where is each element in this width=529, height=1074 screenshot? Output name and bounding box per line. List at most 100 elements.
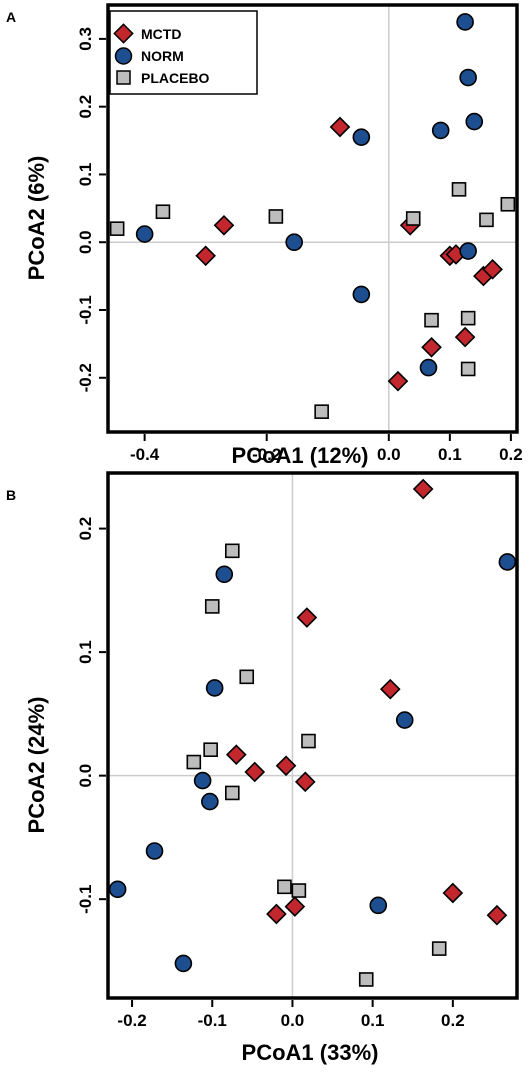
panel-b-point-norm bbox=[205, 679, 224, 697]
panel-a-point-norm bbox=[459, 242, 477, 260]
panel-b-point-mctd bbox=[294, 771, 316, 793]
panel-a-point-norm bbox=[135, 225, 154, 243]
legend-mctd-diamond-icon bbox=[113, 23, 134, 44]
panel-a-point-placebo bbox=[314, 404, 329, 419]
panel-b-point-placebo bbox=[225, 785, 240, 801]
panel-a-plot-frame bbox=[106, 3, 519, 434]
panel-b-plot-frame bbox=[106, 471, 519, 1000]
panel-b-point-placebo bbox=[291, 883, 307, 898]
panel-a-point-placebo bbox=[405, 211, 421, 226]
panel-b-point-placebo bbox=[203, 742, 218, 758]
panel-a-point-norm bbox=[352, 285, 371, 304]
panel-a-point-placebo bbox=[451, 182, 467, 197]
panel-b-letter: B bbox=[6, 487, 16, 503]
panel-a-point-mctd bbox=[329, 116, 351, 138]
legend-mctd-label: MCTD bbox=[141, 26, 181, 42]
panel-b-point-mctd bbox=[379, 678, 401, 700]
panel-a-point-norm bbox=[431, 121, 450, 140]
panel-b-point-placebo bbox=[301, 733, 316, 749]
panel-b-plot-area: -0.2 -0.1 0.0 0.1 0.2 -0.1 0.0 0.1 0.2 bbox=[76, 471, 519, 1030]
legend-placebo-label: PLACEBO bbox=[141, 70, 210, 86]
panel-a-y-tick-label: 0.0 bbox=[76, 230, 95, 254]
panel-a-y-tick-label: 0.3 bbox=[76, 27, 95, 51]
panel-a-point-mctd bbox=[195, 245, 216, 267]
panel-a: A -0.4 -0.2 0.0 0.1 0.2-0.2-0.10.00.10.20.3 … bbox=[6, 3, 523, 468]
panel-a-y-tick-label: -0.2 bbox=[76, 363, 95, 392]
panel-b-point-mctd bbox=[225, 744, 247, 765]
panel-b-point-norm bbox=[201, 792, 219, 811]
panel-a-point-mctd bbox=[213, 214, 235, 236]
panel-a-point-norm bbox=[459, 68, 477, 87]
panel-b-y-tick-label: 0.2 bbox=[76, 517, 95, 541]
legend-norm-circle-icon bbox=[114, 47, 133, 65]
panel-a-point-placebo bbox=[460, 310, 476, 326]
panel-a-x-tick-label: 0.1 bbox=[438, 445, 462, 464]
panel-b-point-mctd bbox=[284, 896, 306, 917]
panel-b-y-tick-label: 0.1 bbox=[76, 640, 95, 664]
panel-a-point-placebo bbox=[479, 212, 494, 228]
panel-b-point-mctd bbox=[442, 882, 464, 904]
panel-b: B -0.2 -0.1 0.0 0.1 0.2 -0.1 0.0 0.1 0.2 PCoA1 (… bbox=[6, 471, 519, 1065]
panel-b-point-mctd bbox=[244, 761, 266, 783]
panel-b-point-mctd bbox=[296, 607, 318, 628]
panel-a-point-placebo bbox=[500, 196, 516, 212]
panel-b-point-mctd bbox=[412, 478, 434, 500]
panel-b-x-tick-label: -0.1 bbox=[198, 1011, 227, 1030]
panel-b-x-axis-title: PCoA1 (33%) bbox=[242, 1040, 379, 1065]
panel-a-point-placebo bbox=[109, 221, 125, 236]
panel-b-point-norm bbox=[193, 771, 212, 790]
panel-b-point-placebo bbox=[186, 754, 202, 770]
panel-b-point-mctd bbox=[275, 755, 297, 777]
panel-b-point-placebo bbox=[239, 669, 255, 685]
panel-a-point-placebo bbox=[155, 204, 171, 220]
panel-b-point-placebo bbox=[431, 941, 447, 956]
legend: MCTD NORM PLACEBO bbox=[109, 10, 258, 95]
panel-b-point-norm bbox=[498, 553, 517, 571]
panel-a-point-norm bbox=[456, 13, 474, 31]
panel-a-point-mctd bbox=[421, 336, 442, 358]
panel-a-point-placebo bbox=[268, 209, 284, 224]
panel-b-point-placebo bbox=[277, 879, 292, 895]
panel-a-point-norm bbox=[465, 112, 484, 131]
legend-placebo-square-icon bbox=[116, 70, 131, 85]
panel-a-plot-area: -0.4 -0.2 0.0 0.1 0.2 -0.2 -0.1 0.0 0.1 0.2 0.3 bbox=[76, 3, 523, 464]
panel-a-x-tick-label: -0.2 bbox=[252, 445, 281, 464]
panel-b-x-tick-label: 0.2 bbox=[441, 1011, 465, 1030]
legend-box bbox=[109, 10, 258, 95]
panel-a-x-tick-label: -0.4 bbox=[130, 445, 160, 464]
panel-b-x-tick-label: -0.2 bbox=[117, 1011, 146, 1030]
panel-a-point-norm bbox=[285, 233, 303, 252]
legend-norm-label: NORM bbox=[141, 48, 184, 64]
panel-b-point-placebo bbox=[358, 972, 374, 987]
panel-b-point-norm bbox=[174, 954, 193, 973]
panel-a-y-axis-title: PCoA2 (6%) bbox=[24, 156, 49, 281]
panel-a-point-norm bbox=[419, 358, 438, 377]
panel-a-point-mctd bbox=[454, 326, 476, 348]
panel-a-y-tick-label: 0.1 bbox=[76, 163, 95, 187]
panel-a-point-mctd bbox=[482, 259, 503, 280]
panel-b-point-placebo bbox=[204, 599, 220, 614]
panel-b-point-norm bbox=[108, 880, 127, 899]
panel-b-y-tick-label: -0.1 bbox=[76, 885, 95, 914]
panel-a-x-tick-label: 0.2 bbox=[499, 445, 523, 464]
panel-a-x-axis-title: PCoA1 (12%) bbox=[232, 443, 369, 468]
panel-b-point-norm bbox=[215, 565, 234, 584]
panel-a-point-placebo bbox=[424, 312, 439, 328]
panel-a-point-norm bbox=[352, 128, 371, 146]
panel-b-point-norm bbox=[145, 842, 164, 860]
panel-a-letter: A bbox=[6, 9, 16, 25]
panel-b-point-mctd bbox=[266, 903, 287, 925]
panel-a-point-mctd bbox=[387, 370, 409, 392]
panel-b-point-norm bbox=[369, 896, 388, 915]
panel-b-point-mctd bbox=[486, 904, 508, 926]
panel-b-y-axis-title: PCoA2 (24%) bbox=[24, 697, 49, 834]
panel-b-x-tick-label: 0.0 bbox=[281, 1011, 305, 1030]
panel-a-y-tick-label: -0.1 bbox=[76, 295, 95, 324]
panel-b-point-norm bbox=[395, 711, 414, 729]
panel-a-x-tick-label: 0.0 bbox=[377, 445, 401, 464]
panel-a-point-placebo bbox=[460, 361, 476, 377]
panel-b-x-tick-label: 0.1 bbox=[361, 1011, 385, 1030]
panel-b-y-tick-label: 0.0 bbox=[76, 764, 95, 788]
panel-b-point-placebo bbox=[225, 543, 240, 559]
